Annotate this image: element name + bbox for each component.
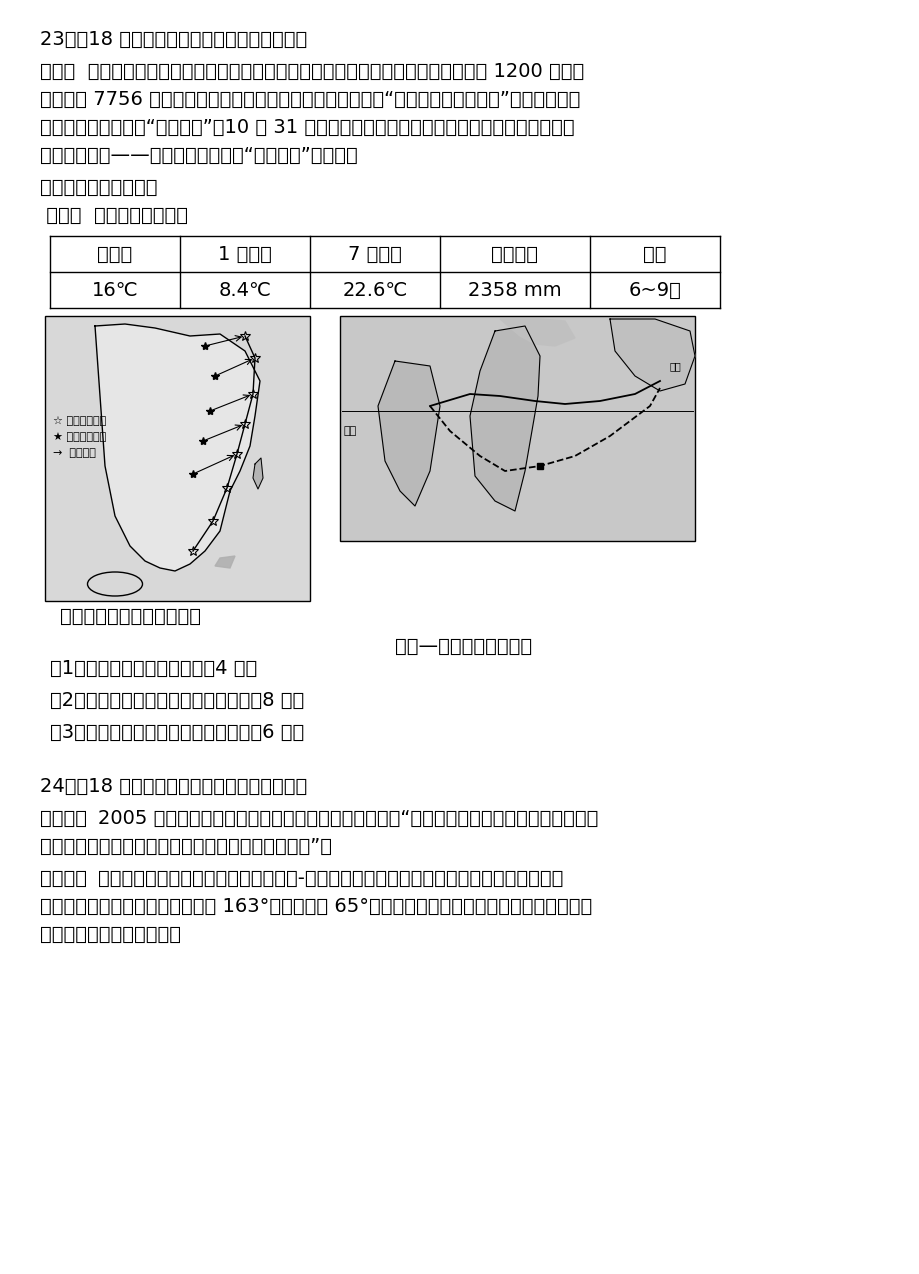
Text: （2）分析墨脱植被类型多样的原因。（8 分）: （2）分析墨脱植被类型多样的原因。（8 分） xyxy=(50,691,304,710)
Text: 不通公路的县——墨脱县终于摘掉了“高原孤岛”的帽子。: 不通公路的县——墨脱县终于摘掉了“高原孤岛”的帽子。 xyxy=(40,147,357,166)
Text: 材料二：: 材料二： xyxy=(40,869,87,888)
Text: 2358 mm: 2358 mm xyxy=(468,280,562,299)
Text: 7 月均温: 7 月均温 xyxy=(347,245,402,264)
Text: 23．（18 分）阅读图文材料，回答下列问题。: 23．（18 分）阅读图文材料，回答下列问题。 xyxy=(40,31,307,48)
Bar xyxy=(340,316,694,541)
Text: 年降水量: 年降水量 xyxy=(491,245,538,264)
Text: 16℃: 16℃ xyxy=(92,280,138,299)
Polygon shape xyxy=(499,318,574,347)
Text: 1 月均温: 1 月均温 xyxy=(218,245,272,264)
Polygon shape xyxy=(609,318,694,391)
Polygon shape xyxy=(378,361,439,506)
Text: 内外市场考虑，大型钓鐵企业应主要分布在沿海地区”。: 内外市场考虑，大型钓鐵企业应主要分布在沿海地区”。 xyxy=(40,837,332,856)
Polygon shape xyxy=(215,555,234,568)
Text: ★ 迁入钓鐵企业: ★ 迁入钓鐵企业 xyxy=(53,432,106,442)
Text: 6~9月: 6~9月 xyxy=(628,280,681,299)
Text: 横跳印度洋和南大西洋。经度跨达 163°，纬度跨达 65°，西行时一般为空载，走台湾西侧；东行时: 横跳印度洋和南大西洋。经度跨达 163°，纬度跨达 65°，西行时一般为空载，走… xyxy=(40,897,592,916)
Text: 巴西: 巴西 xyxy=(343,426,357,436)
Polygon shape xyxy=(253,457,263,489)
Text: 2005 年我国出台的《钓鐵产业发展政策》明确指出：“从矿石、能源、资源、运输条件和国: 2005 年我国出台的《钓鐵产业发展政策》明确指出：“从矿石、能源、资源、运输条… xyxy=(98,809,597,828)
Text: 北向南从 7756 米急剧下降到数百米。县内自然条件优越，有“植被类型天然博物馆”之称，但因交: 北向南从 7756 米急剧下降到数百米。县内自然条件优越，有“植被类型天然博物馆… xyxy=(40,90,580,110)
Text: 我国每年从巴西进口大量鑃矿石。中国-巴西鑃矿石运输航线途径中国东部沿海穿越南海，: 我国每年从巴西进口大量鑃矿石。中国-巴西鑃矿石运输航线途径中国东部沿海穿越南海， xyxy=(98,869,562,888)
Text: 材料二墨脱位置示意图: 材料二墨脱位置示意图 xyxy=(40,178,157,197)
Text: 一般为满载，走台湾东侧。: 一般为满载，走台湾东侧。 xyxy=(40,925,181,944)
Text: （1）描述墨脱的气候特征。（4 分）: （1）描述墨脱的气候特征。（4 分） xyxy=(50,659,257,678)
Text: 通极其不便，被称为“人间绝域”。10 月 31 日西藏墨脱公路正式全线通车，至此，我国最后一个: 通极其不便，被称为“人间绝域”。10 月 31 日西藏墨脱公路正式全线通车，至此… xyxy=(40,118,574,138)
Text: 24．（18 分）阅读图文材料，完成下列问题。: 24．（18 分）阅读图文材料，完成下列问题。 xyxy=(40,777,307,796)
Text: 中国: 中国 xyxy=(668,361,680,371)
Text: ☆ 迁出钓鐵企业: ☆ 迁出钓鐵企业 xyxy=(53,417,106,426)
Text: 中国—巴西鑃矿运输航线: 中国—巴西鑃矿运输航线 xyxy=(394,637,531,656)
Text: 8.4℃: 8.4℃ xyxy=(219,280,271,299)
Text: 年均温: 年均温 xyxy=(97,245,132,264)
Polygon shape xyxy=(470,326,539,511)
Text: （3）分析墨脱公路修建的限制因素。（6 分）: （3）分析墨脱公路修建的限制因素。（6 分） xyxy=(50,724,304,741)
Text: 材料一：: 材料一： xyxy=(40,809,87,828)
Text: 材料三  墨脱气候统计资料: 材料三 墨脱气候统计资料 xyxy=(40,206,187,225)
Text: 我国钓鐵企业沿海布局趋势: 我国钓鐵企业沿海布局趋势 xyxy=(60,606,200,626)
Text: 雨季: 雨季 xyxy=(642,245,666,264)
Text: →  迁移方向: → 迁移方向 xyxy=(53,448,96,457)
Polygon shape xyxy=(95,324,260,571)
Text: 材料一  墨脱县位于西藏东南部，雅鲁藏布江下游，喜马拉雅山脉东端南麓，平均海拘 1200 米，由: 材料一 墨脱县位于西藏东南部，雅鲁藏布江下游，喜马拉雅山脉东端南麓，平均海拘 1… xyxy=(40,62,584,82)
Bar xyxy=(45,316,310,601)
Text: 22.6℃: 22.6℃ xyxy=(342,280,407,299)
Ellipse shape xyxy=(87,572,142,596)
